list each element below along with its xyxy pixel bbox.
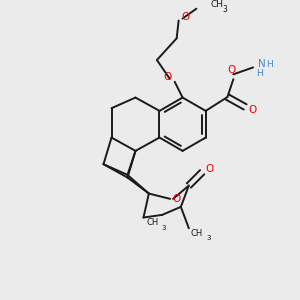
Text: N: N <box>258 59 266 70</box>
Text: O: O <box>172 194 180 204</box>
Text: CH: CH <box>146 218 158 227</box>
Text: H: H <box>256 69 263 78</box>
Text: 3: 3 <box>206 235 211 241</box>
Text: CH: CH <box>210 0 223 9</box>
Text: 3: 3 <box>162 225 166 231</box>
Text: CH: CH <box>190 229 203 238</box>
Text: 3: 3 <box>222 5 227 14</box>
Text: O: O <box>248 105 256 115</box>
Text: O: O <box>164 72 172 82</box>
Text: O: O <box>227 65 236 75</box>
Text: O: O <box>205 164 213 174</box>
Text: O: O <box>182 12 190 22</box>
Text: H: H <box>266 60 273 69</box>
